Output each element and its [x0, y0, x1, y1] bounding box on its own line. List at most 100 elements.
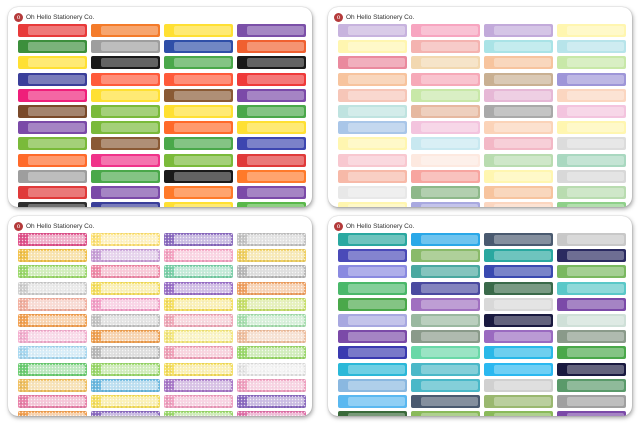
- label-sticker: [338, 330, 407, 344]
- label-sticker: [18, 265, 87, 279]
- sticker-writing-area: [494, 123, 551, 133]
- label-sticker: [338, 72, 407, 86]
- sticker-writing-area: [174, 315, 231, 325]
- sticker-writing-area: [348, 299, 405, 309]
- sticker-writing-area: [567, 123, 624, 133]
- sticker-sheet-pastel: o Oh Hello Stationery Co.: [328, 7, 632, 207]
- sticker-writing-area: [421, 204, 478, 207]
- label-sticker: [164, 394, 233, 408]
- sticker-writing-area: [174, 171, 231, 181]
- sticker-writing-area: [101, 348, 158, 358]
- label-sticker: [338, 88, 407, 102]
- label-sticker: [164, 313, 233, 327]
- label-sticker: [338, 281, 407, 295]
- brand-name: Oh Hello Stationery Co.: [346, 222, 415, 230]
- label-sticker: [484, 233, 553, 246]
- sticker-writing-area: [567, 267, 624, 277]
- label-sticker: [411, 72, 480, 86]
- sticker-writing-area: [494, 283, 551, 293]
- label-sticker: [91, 153, 160, 167]
- label-sticker: [91, 346, 160, 360]
- label-sticker: [91, 378, 160, 392]
- sticker-writing-area: [101, 283, 158, 293]
- sticker-writing-area: [101, 380, 158, 390]
- label-sticker: [237, 297, 306, 311]
- sticker-writing-area: [101, 396, 158, 406]
- label-sticker: [237, 202, 306, 207]
- label-sticker: [338, 153, 407, 167]
- sticker-writing-area: [567, 74, 624, 84]
- sticker-writing-area: [421, 413, 478, 416]
- sticker-writing-area: [494, 413, 551, 416]
- sticker-writing-area: [494, 204, 551, 207]
- label-sticker: [164, 346, 233, 360]
- sticker-writing-area: [494, 348, 551, 358]
- label-sticker: [338, 104, 407, 118]
- sticker-writing-area: [421, 58, 478, 68]
- sticker-writing-area: [174, 364, 231, 374]
- sticker-writing-area: [101, 155, 158, 165]
- sticker-writing-area: [567, 187, 624, 197]
- label-sticker: [91, 249, 160, 263]
- sticker-writing-area: [28, 171, 85, 181]
- sticker-writing-area: [174, 396, 231, 406]
- label-sticker: [18, 297, 87, 311]
- label-sticker: [484, 297, 553, 311]
- sticker-writing-area: [247, 74, 304, 84]
- sticker-writing-area: [494, 90, 551, 100]
- label-sticker: [411, 411, 480, 416]
- label-sticker: [484, 137, 553, 151]
- label-sticker: [411, 297, 480, 311]
- brand-name: Oh Hello Stationery Co.: [346, 13, 415, 21]
- sticker-writing-area: [247, 171, 304, 181]
- label-sticker: [237, 88, 306, 102]
- label-sticker: [557, 249, 626, 263]
- label-sticker: [484, 72, 553, 86]
- label-sticker: [18, 88, 87, 102]
- label-sticker: [484, 56, 553, 70]
- sticker-writing-area: [421, 380, 478, 390]
- sticker-writing-area: [348, 235, 405, 244]
- label-sticker: [338, 121, 407, 135]
- sticker-writing-area: [421, 396, 478, 406]
- label-sticker: [237, 72, 306, 86]
- label-sticker: [18, 394, 87, 408]
- sticker-writing-area: [247, 123, 304, 133]
- sticker-writing-area: [28, 235, 85, 244]
- label-sticker: [411, 24, 480, 37]
- sticker-writing-area: [247, 155, 304, 165]
- sticker-writing-area: [101, 26, 158, 35]
- sticker-writing-area: [494, 155, 551, 165]
- label-sticker: [18, 72, 87, 86]
- sticker-writing-area: [28, 74, 85, 84]
- sticker-writing-area: [247, 26, 304, 35]
- sticker-writing-area: [247, 204, 304, 207]
- sticker-writing-area: [28, 299, 85, 309]
- label-sticker: [338, 346, 407, 360]
- label-sticker: [557, 56, 626, 70]
- sticker-writing-area: [494, 139, 551, 149]
- label-sticker: [237, 411, 306, 416]
- sticker-writing-area: [101, 299, 158, 309]
- sticker-writing-area: [101, 332, 158, 342]
- sticker-writing-area: [101, 74, 158, 84]
- label-sticker: [411, 56, 480, 70]
- brand-logo-icon: o: [334, 221, 343, 231]
- label-sticker: [18, 137, 87, 151]
- label-sticker: [557, 394, 626, 408]
- sticker-writing-area: [247, 58, 304, 68]
- sticker-writing-area: [348, 283, 405, 293]
- sticker-writing-area: [421, 74, 478, 84]
- label-sticker: [237, 362, 306, 376]
- sticker-writing-area: [494, 396, 551, 406]
- sticker-writing-area: [174, 58, 231, 68]
- sticker-writing-area: [28, 123, 85, 133]
- sticker-writing-area: [421, 348, 478, 358]
- sticker-writing-area: [174, 187, 231, 197]
- sticker-writing-area: [174, 235, 231, 244]
- sticker-writing-area: [174, 204, 231, 207]
- label-sticker: [557, 281, 626, 295]
- sticker-writing-area: [567, 26, 624, 35]
- label-sticker: [557, 313, 626, 327]
- label-sticker: [18, 249, 87, 263]
